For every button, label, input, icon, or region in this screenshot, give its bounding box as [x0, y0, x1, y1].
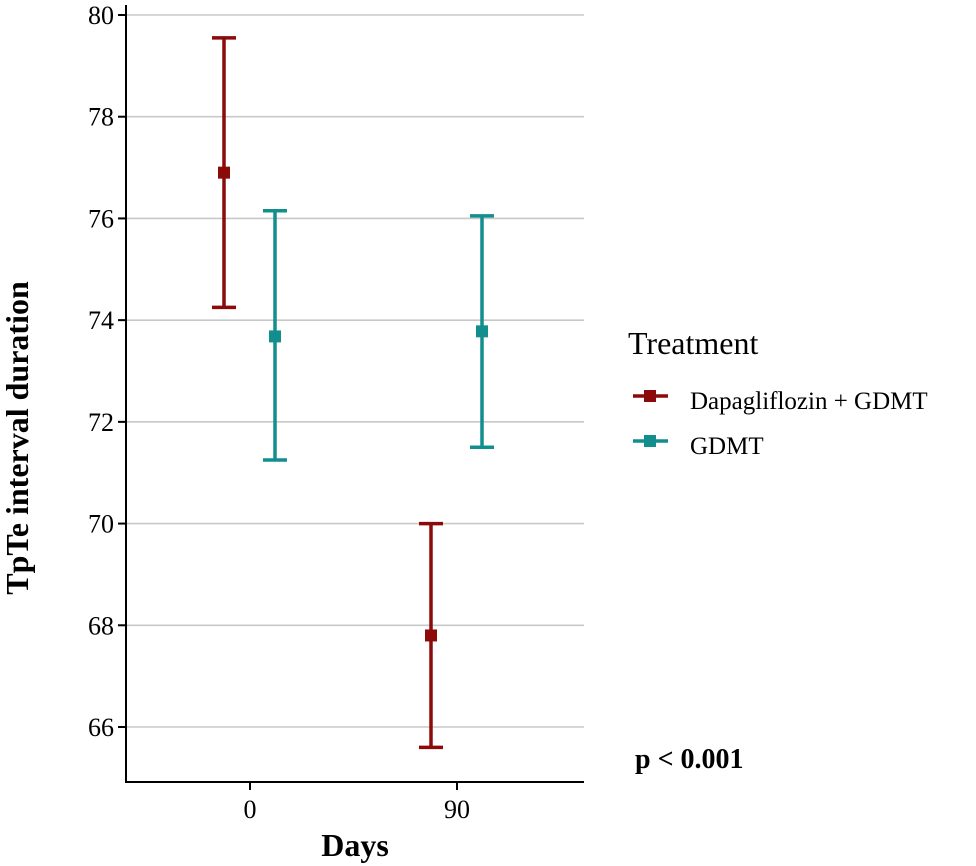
- x-axis-title: Days: [321, 827, 389, 863]
- legend-title: Treatment: [628, 325, 758, 361]
- y-tick-label: 78: [88, 103, 114, 132]
- legend-label: Dapagliflozin + GDMT: [690, 388, 928, 415]
- p-value-annotation: p < 0.001: [635, 744, 744, 775]
- mean-point: [476, 325, 488, 338]
- x-tick-label: 0: [244, 795, 257, 824]
- legend-label: GDMT: [690, 433, 764, 460]
- series-layer: [212, 36, 494, 750]
- y-tick-label: 66: [88, 713, 114, 742]
- axes: [125, 5, 584, 783]
- x-tick-label: 90: [444, 795, 470, 824]
- x-ticks: 0 90: [244, 782, 470, 824]
- y-tick-label: 68: [88, 611, 114, 640]
- legend-marker: [644, 435, 656, 447]
- legend: Treatment Dapagliflozin + GDMT GDMT: [628, 325, 928, 460]
- y-tick-label: 72: [88, 408, 114, 437]
- series-dapagliflozin-gdmt: [212, 36, 443, 750]
- grid-lines: [126, 14, 584, 728]
- legend-item: GDMT: [633, 433, 764, 460]
- legend-marker: [644, 390, 656, 402]
- y-tick-label: 70: [88, 510, 114, 539]
- y-ticks: 66 68 70 72 74 76 78 80: [88, 1, 126, 742]
- y-tick-label: 74: [88, 306, 114, 335]
- mean-point: [269, 330, 281, 343]
- mean-point: [218, 166, 230, 179]
- legend-item: Dapagliflozin + GDMT: [633, 388, 928, 415]
- series-gdmt: [263, 209, 494, 462]
- y-axis-title: TpTe interval duration: [0, 281, 35, 595]
- mean-point: [425, 629, 437, 642]
- y-tick-label: 76: [88, 204, 114, 233]
- y-tick-label: 80: [88, 1, 114, 30]
